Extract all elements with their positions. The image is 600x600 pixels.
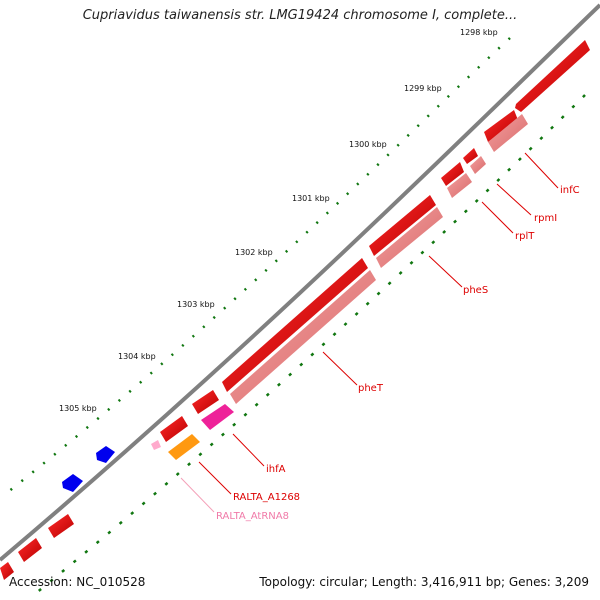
leader-line <box>481 201 514 234</box>
gene-label-infC[interactable]: infC <box>560 185 580 196</box>
gene-arrow[interactable] <box>376 207 443 268</box>
gene-arrow[interactable] <box>441 162 464 186</box>
map-title: Cupriavidus taiwanensis str. LMG19424 ch… <box>82 8 518 23</box>
tick-label: 1300 kbp <box>349 140 387 149</box>
tick-label: 1301 kbp <box>292 194 330 203</box>
gc-dots-inner <box>29 94 586 599</box>
gene-arrow[interactable] <box>0 562 14 580</box>
leader-line <box>232 433 265 467</box>
gene-arrow[interactable] <box>369 195 436 256</box>
gene-label-ihfA[interactable]: ihfA <box>266 464 286 475</box>
leader-line <box>428 255 463 288</box>
accession-text: Accession: NC_010528 <box>9 575 146 589</box>
leader-line <box>524 152 559 189</box>
tick-label: 1298 kbp <box>460 28 498 37</box>
tick-label: 1302 kbp <box>235 248 273 257</box>
gene-arrow[interactable] <box>151 440 161 450</box>
tick-label: 1304 kbp <box>118 352 156 361</box>
gene-arrow[interactable] <box>201 404 234 430</box>
gene-arrow[interactable] <box>168 434 200 460</box>
gene-arrow[interactable] <box>488 114 528 152</box>
tick-label: 1305 kbp <box>59 404 97 413</box>
kbp-ticks: 1298 kbp 1299 kbp 1300 kbp 1301 kbp 1302… <box>59 28 498 413</box>
forward-strand <box>0 40 590 580</box>
leader-line <box>180 477 215 513</box>
topology-summary: Topology: circular; Length: 3,416,911 bp… <box>259 575 589 589</box>
other-strand <box>62 446 115 492</box>
gene-arrow[interactable] <box>463 148 478 164</box>
gene-row-2 <box>151 114 528 460</box>
gc-dots-outer <box>7 37 511 493</box>
leader-line <box>496 183 532 216</box>
gene-arrow[interactable] <box>160 416 188 442</box>
gene-label-RALTA_AtRNA8[interactable]: RALTA_AtRNA8 <box>216 511 289 522</box>
backbone <box>0 3 600 562</box>
gene-arrow[interactable] <box>515 40 590 112</box>
gene-labels: infC rpmI rplT pheS pheT ihfA RALTA_A126… <box>216 185 580 522</box>
gene-arrow[interactable] <box>447 173 472 198</box>
gene-label-RALTA_A1268[interactable]: RALTA_A1268 <box>233 492 300 503</box>
gene-label-pheT[interactable]: pheT <box>358 383 384 394</box>
gene-leaders <box>180 152 559 513</box>
gene-arrow[interactable] <box>192 390 219 414</box>
gene-arrow[interactable] <box>470 156 486 174</box>
leader-line <box>322 351 358 386</box>
tick-label: 1299 kbp <box>404 84 442 93</box>
gene-label-rplT[interactable]: rplT <box>515 231 535 242</box>
tick-label: 1303 kbp <box>177 300 215 309</box>
gene-arrow[interactable] <box>18 538 42 562</box>
gene-arrow[interactable] <box>96 446 115 463</box>
gene-arrow[interactable] <box>48 514 74 538</box>
gene-label-pheS[interactable]: pheS <box>463 285 488 296</box>
gene-arrow[interactable] <box>62 474 83 492</box>
gene-arrow[interactable] <box>230 270 376 404</box>
gene-label-rpmI[interactable]: rpmI <box>534 213 557 224</box>
gene-arrow[interactable] <box>222 258 368 392</box>
leader-line <box>198 461 232 495</box>
gene-arrow[interactable] <box>484 110 518 142</box>
